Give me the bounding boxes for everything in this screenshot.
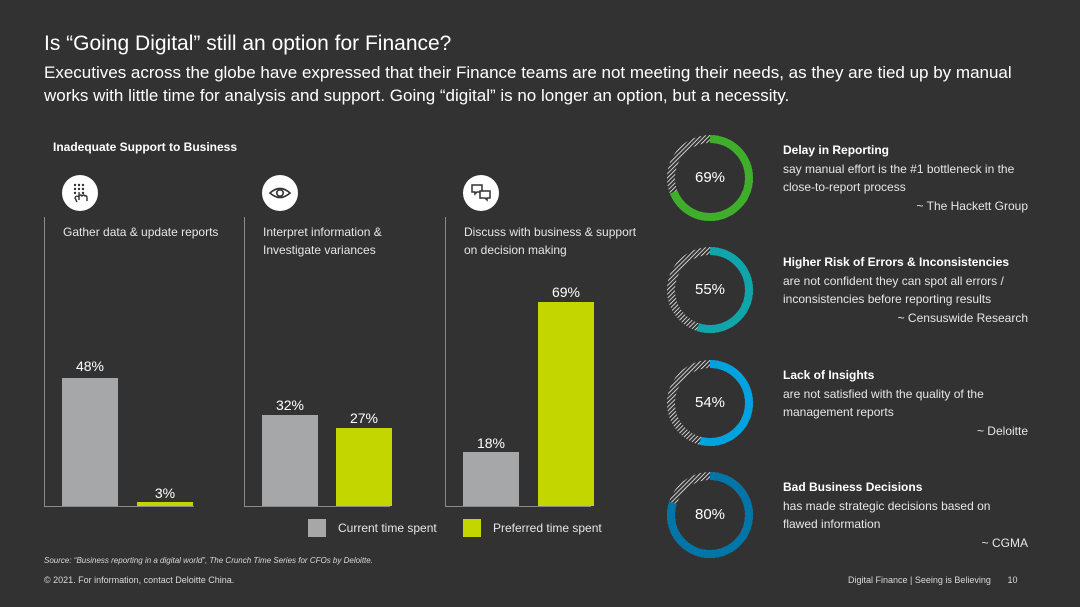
stat-source: ~ Deloitte (976, 423, 1028, 438)
donut-value: 69% (694, 169, 726, 186)
current-value-label: 18% (476, 435, 506, 451)
current-value-label: 48% (75, 358, 105, 374)
preferred-value-label: 27% (349, 410, 379, 426)
current-bar (62, 378, 118, 506)
source-note: Source: “Business reporting in a digital… (44, 556, 373, 565)
group-label: Interpret information & Investigate vari… (263, 225, 382, 257)
stat-description: are not satisfied with the quality of th… (783, 386, 984, 420)
donut-value: 80% (694, 506, 726, 523)
stat-description: are not confident they can spot all erro… (783, 273, 1004, 307)
group-label: Discuss with business & support on decis… (464, 225, 637, 257)
stat-title: Delay in Reporting (783, 143, 890, 157)
footer-tagline: Digital Finance | Seeing is Believing (848, 575, 991, 585)
legend-swatch-current (308, 519, 326, 537)
stat-description: has made strategic decisions based on fl… (783, 498, 991, 532)
current-bar (463, 452, 519, 506)
page-subtitle: Executives across the globe have express… (44, 63, 1012, 105)
touch-keypad-icon (62, 175, 98, 211)
donut-value: 55% (694, 281, 726, 298)
legend-current: Current time spent (308, 519, 437, 537)
stat-title: Higher Risk of Errors & Inconsistencies (783, 255, 1010, 269)
preferred-value-label: 69% (551, 284, 581, 300)
stat-source: ~ CGMA (981, 535, 1028, 550)
donut-value: 54% (694, 394, 726, 411)
stat-risk-of-errors: 55% Higher Risk of Errors & Inconsistenc… (665, 245, 1065, 345)
stat-description: say manual effort is the #1 bottleneck i… (783, 161, 1015, 195)
chat-bubbles-icon (463, 175, 499, 211)
stat-title: Lack of Insights (783, 368, 875, 382)
footer-branding: Digital Finance | Seeing is Believing 10 (848, 575, 1017, 585)
preferred-bar (538, 302, 594, 506)
copyright: © 2021. For information, contact Deloitt… (44, 575, 235, 585)
legend-label-current: Current time spent (338, 521, 437, 535)
current-value-label: 32% (275, 397, 305, 413)
stat-source: ~ The Hackett Group (916, 198, 1028, 213)
stat-source: ~ Censuswide Research (897, 310, 1028, 325)
legend-preferred: Preferred time spent (463, 519, 602, 537)
legend-swatch-preferred (463, 519, 481, 537)
bar-group-gather-data: Gather data & update reports 48% 3% (44, 175, 244, 507)
bar-group-interpret-info: Interpret information & Investigate vari… (244, 175, 444, 507)
stat-title: Bad Business Decisions (783, 480, 923, 494)
bar-group-discuss-business: Discuss with business & support on decis… (445, 175, 645, 507)
preferred-value-label: 3% (154, 485, 176, 501)
donut-chart (667, 360, 753, 446)
page-number: 10 (1007, 575, 1018, 585)
page-title: Is “Going Digital” still an option for F… (44, 32, 452, 55)
stat-bad-business-decisions: 80% Bad Business Decisions has made stra… (665, 470, 1065, 570)
donut-chart (667, 135, 753, 221)
stat-lack-of-insights: 54% Lack of Insights are not satisfied w… (665, 358, 1065, 458)
preferred-bar (137, 502, 193, 506)
donut-chart (667, 472, 753, 558)
current-bar (262, 415, 318, 506)
group-label: Gather data & update reports (63, 225, 219, 239)
stat-delay-in-reporting: 69% Delay in Reporting say manual effort… (665, 133, 1065, 233)
preferred-bar (336, 428, 392, 506)
donut-chart (667, 247, 753, 333)
chart-title: Inadequate Support to Business (53, 140, 238, 154)
eye-icon (262, 175, 298, 211)
legend-label-preferred: Preferred time spent (493, 521, 602, 535)
